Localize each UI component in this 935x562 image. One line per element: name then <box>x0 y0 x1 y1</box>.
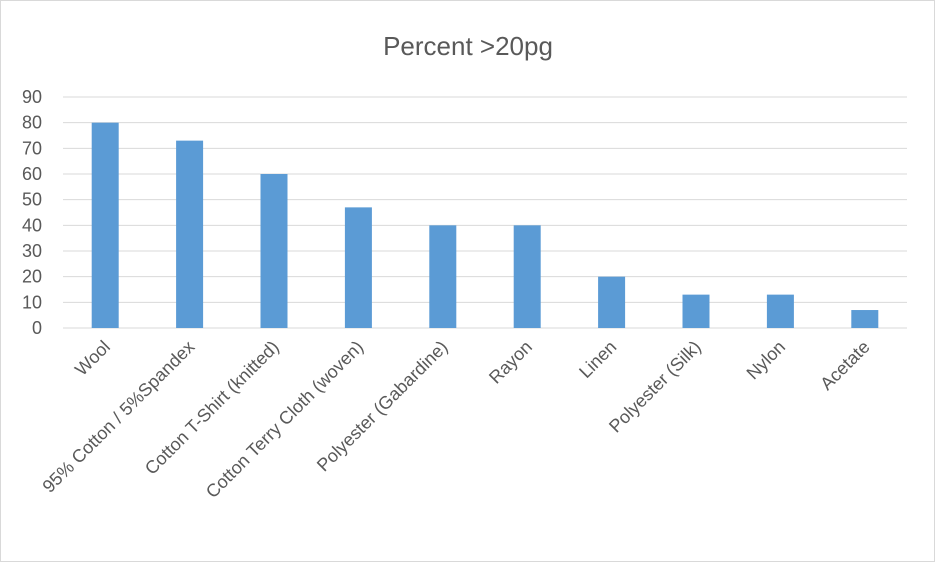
y-tick-label: 50 <box>22 190 42 210</box>
gridlines <box>63 96 907 329</box>
bar <box>344 207 372 328</box>
bar <box>766 294 794 328</box>
bar <box>176 140 204 328</box>
y-tick-label: 80 <box>22 113 42 133</box>
y-tick-label: 0 <box>32 318 42 338</box>
x-tick-label: Acetate <box>816 337 873 394</box>
chart-title: Percent >20pg <box>383 31 553 61</box>
y-tick-label: 20 <box>22 267 42 287</box>
y-tick-label: 40 <box>22 215 42 235</box>
y-axis-ticks: 0 10 20 30 40 50 60 70 80 90 <box>22 87 42 338</box>
x-tick-label: Linen <box>575 337 620 382</box>
y-tick-label: 70 <box>22 138 42 158</box>
bar <box>260 174 288 328</box>
x-tick-label: Cotton Terry Cloth (woven) <box>202 337 367 502</box>
bars <box>91 122 879 329</box>
y-tick-label: 90 <box>22 87 42 107</box>
y-tick-label: 10 <box>22 292 42 312</box>
bar <box>513 225 541 328</box>
x-tick-label: 95% Cotton / 5%Spandex <box>39 337 199 497</box>
x-tick-label: Nylon <box>743 337 790 384</box>
bar <box>682 294 710 328</box>
bar <box>598 276 626 328</box>
x-tick-label: Wool <box>71 337 114 380</box>
bar <box>429 225 457 328</box>
bar <box>851 310 879 328</box>
y-tick-label: 30 <box>22 241 42 261</box>
y-tick-label: 60 <box>22 164 42 184</box>
x-tick-label: Rayon <box>485 337 536 388</box>
bar <box>91 122 119 329</box>
x-tick-label: Polyester (Silk) <box>605 337 705 437</box>
